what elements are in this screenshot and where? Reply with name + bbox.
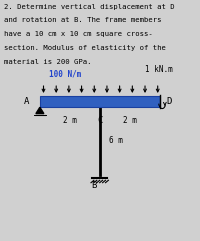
Text: 2 m: 2 m xyxy=(63,116,77,125)
Text: and rotation at B. The frame members: and rotation at B. The frame members xyxy=(4,17,161,23)
Text: 1 kN.m: 1 kN.m xyxy=(145,65,173,74)
Text: D: D xyxy=(167,97,172,106)
Text: 6 m: 6 m xyxy=(109,136,123,146)
Text: C: C xyxy=(97,116,102,125)
Text: 100 N/m: 100 N/m xyxy=(49,69,81,78)
Text: section. Modulus of elasticity of the: section. Modulus of elasticity of the xyxy=(4,45,166,51)
Text: A: A xyxy=(24,97,29,106)
Text: material is 200 GPa.: material is 200 GPa. xyxy=(4,59,91,65)
Text: have a 10 cm x 10 cm square cross-: have a 10 cm x 10 cm square cross- xyxy=(4,31,152,37)
FancyBboxPatch shape xyxy=(40,96,160,107)
Polygon shape xyxy=(36,107,44,114)
Text: 2. Determine vertical displacement at D: 2. Determine vertical displacement at D xyxy=(4,4,174,10)
Text: 2 m: 2 m xyxy=(123,116,137,125)
Text: B: B xyxy=(92,181,97,190)
